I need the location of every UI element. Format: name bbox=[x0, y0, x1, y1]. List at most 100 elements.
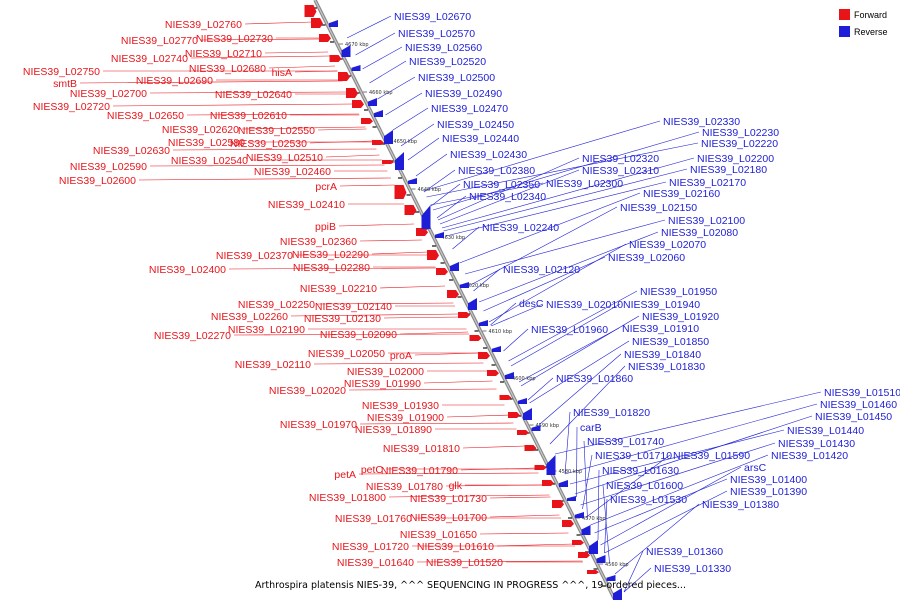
forward-gene-arrow[interactable] bbox=[552, 500, 564, 508]
reverse-gene-arrow[interactable] bbox=[518, 398, 527, 404]
forward-gene-arrow[interactable] bbox=[458, 312, 470, 318]
reverse-gene-arrow[interactable] bbox=[559, 480, 568, 487]
forward-gene-label-nies39-l02710[interactable]: NIES39_L02710 bbox=[185, 48, 262, 60]
reverse-gene-label-nies39-l01460[interactable]: NIES39_L01460 bbox=[820, 399, 897, 411]
reverse-gene-label-nies39-l01710[interactable]: NIES39_L01710 bbox=[595, 450, 672, 462]
forward-gene-arrow[interactable] bbox=[587, 570, 599, 574]
forward-gene-label-nies39-l01780[interactable]: NIES39_L01780 bbox=[366, 481, 443, 493]
reverse-gene-label-nies39-l02430[interactable]: NIES39_L02430 bbox=[450, 149, 527, 161]
reverse-gene-label-nies39-l01400[interactable]: NIES39_L01400 bbox=[730, 474, 807, 486]
forward-gene-arrow[interactable] bbox=[404, 205, 417, 215]
forward-gene-label-nies39-l02610[interactable]: NIES39_L02610 bbox=[210, 110, 287, 122]
forward-gene-label-nies39-l02130[interactable]: NIES39_L02130 bbox=[304, 313, 381, 325]
forward-gene-label-nies39-l02190[interactable]: NIES39_L02190 bbox=[228, 324, 305, 336]
reverse-gene-label-nies39-l01630[interactable]: NIES39_L01630 bbox=[602, 465, 679, 477]
reverse-gene-arrow[interactable] bbox=[368, 98, 377, 106]
reverse-gene-arrow[interactable] bbox=[546, 455, 556, 475]
forward-gene-arrow[interactable] bbox=[487, 370, 499, 376]
forward-gene-label-nies39-l02260[interactable]: NIES39_L02260 bbox=[211, 311, 288, 323]
forward-gene-arrow[interactable] bbox=[319, 34, 331, 42]
forward-gene-label-nies39-l01700[interactable]: NIES39_L01700 bbox=[410, 512, 487, 524]
forward-gene-label-nies39-l02210[interactable]: NIES39_L02210 bbox=[300, 283, 377, 295]
reverse-gene-arrow[interactable] bbox=[606, 575, 616, 581]
reverse-gene-label-nies39-l01600[interactable]: NIES39_L01600 bbox=[606, 480, 683, 492]
reverse-gene-arrow[interactable] bbox=[523, 408, 532, 420]
reverse-gene-label-nies39-l01420[interactable]: NIES39_L01420 bbox=[771, 450, 848, 462]
forward-gene-arrow[interactable] bbox=[372, 140, 384, 145]
reverse-gene-arrow[interactable] bbox=[421, 205, 431, 229]
forward-gene-label-nies39-l01970[interactable]: NIES39_L01970 bbox=[280, 419, 357, 431]
reverse-gene-arrow[interactable] bbox=[395, 152, 404, 170]
forward-gene-label-nies39-l02540[interactable]: NIES39_L02540 bbox=[171, 155, 248, 167]
reverse-gene-arrow[interactable] bbox=[435, 232, 444, 238]
reverse-gene-arrow[interactable] bbox=[329, 20, 338, 27]
reverse-gene-label-nies39-l02310[interactable]: NIES39_L02310 bbox=[582, 165, 659, 177]
forward-gene-arrow[interactable] bbox=[361, 118, 373, 124]
forward-gene-arrow[interactable] bbox=[329, 55, 342, 62]
forward-gene-arrow[interactable] bbox=[447, 290, 459, 298]
forward-gene-label-nies39-l01650[interactable]: NIES39_L01650 bbox=[400, 529, 477, 541]
forward-gene-label-nies39-l02770[interactable]: NIES39_L02770 bbox=[121, 35, 198, 47]
forward-gene-label-nies39-l02000[interactable]: NIES39_L02000 bbox=[347, 366, 424, 378]
reverse-gene-label-nies39-l02570[interactable]: NIES39_L02570 bbox=[398, 28, 475, 40]
forward-gene-arrow[interactable] bbox=[562, 520, 574, 527]
reverse-gene-label-nies39-l01920[interactable]: NIES39_L01920 bbox=[642, 311, 719, 323]
reverse-gene-label-nies39-l02330[interactable]: NIES39_L02330 bbox=[663, 116, 740, 128]
reverse-gene-label-nies39-l02470[interactable]: NIES39_L02470 bbox=[431, 103, 508, 115]
forward-gene-label-nies39-l02680[interactable]: NIES39_L02680 bbox=[189, 63, 266, 75]
reverse-gene-label-nies39-l01330[interactable]: NIES39_L01330 bbox=[654, 563, 731, 575]
forward-gene-label-nies39-l02750[interactable]: NIES39_L02750 bbox=[23, 66, 100, 78]
reverse-gene-label-nies39-l01390[interactable]: NIES39_L01390 bbox=[730, 486, 807, 498]
reverse-gene-label-nies39-l01530[interactable]: NIES39_L01530 bbox=[610, 494, 687, 506]
reverse-gene-label-desc[interactable]: desC bbox=[519, 298, 544, 310]
forward-gene-label-nies39-l01730[interactable]: NIES39_L01730 bbox=[410, 493, 487, 505]
forward-gene-arrow[interactable] bbox=[311, 18, 323, 28]
reverse-gene-label-nies39-l02380[interactable]: NIES39_L02380 bbox=[458, 165, 535, 177]
forward-gene-label-nies39-l01610[interactable]: NIES39_L01610 bbox=[417, 541, 494, 553]
forward-gene-label-ppib[interactable]: ppiB bbox=[315, 221, 336, 233]
forward-gene-label-nies39-l01900[interactable]: NIES39_L01900 bbox=[367, 412, 444, 424]
reverse-gene-arrow[interactable] bbox=[567, 496, 576, 501]
forward-gene-arrow[interactable] bbox=[304, 5, 317, 17]
forward-gene-arrow[interactable] bbox=[534, 465, 547, 470]
forward-gene-label-nies39-l02400[interactable]: NIES39_L02400 bbox=[149, 264, 226, 276]
forward-gene-arrow[interactable] bbox=[508, 412, 520, 418]
reverse-gene-label-nies39-l02240[interactable]: NIES39_L02240 bbox=[482, 222, 559, 234]
forward-gene-label-nies39-l02510[interactable]: NIES39_L02510 bbox=[246, 152, 323, 164]
reverse-gene-label-nies39-l02670[interactable]: NIES39_L02670 bbox=[394, 11, 471, 23]
reverse-gene-label-nies39-l01850[interactable]: NIES39_L01850 bbox=[632, 336, 709, 348]
forward-gene-label-nies39-l01800[interactable]: NIES39_L01800 bbox=[309, 492, 386, 504]
reverse-gene-label-nies39-l02440[interactable]: NIES39_L02440 bbox=[442, 133, 519, 145]
forward-gene-label-nies39-l01760[interactable]: NIES39_L01760 bbox=[335, 513, 412, 525]
reverse-gene-arrow[interactable] bbox=[468, 298, 477, 310]
forward-gene-label-nies39-l02460[interactable]: NIES39_L02460 bbox=[254, 166, 331, 178]
forward-gene-label-smtb[interactable]: smtB bbox=[53, 78, 77, 90]
forward-gene-label-petc[interactable]: petC bbox=[361, 464, 384, 476]
reverse-gene-label-nies39-l01440[interactable]: NIES39_L01440 bbox=[787, 425, 864, 437]
reverse-gene-arrow[interactable] bbox=[384, 130, 393, 144]
reverse-gene-label-nies39-l02520[interactable]: NIES39_L02520 bbox=[409, 56, 486, 68]
forward-gene-arrow[interactable] bbox=[578, 552, 590, 558]
reverse-gene-label-nies39-l02060[interactable]: NIES39_L02060 bbox=[608, 252, 685, 264]
reverse-gene-arrow[interactable] bbox=[492, 346, 501, 352]
reverse-gene-label-nies39-l02160[interactable]: NIES39_L02160 bbox=[643, 188, 720, 200]
forward-gene-label-nies39-l02360[interactable]: NIES39_L02360 bbox=[280, 236, 357, 248]
reverse-gene-label-nies39-l01840[interactable]: NIES39_L01840 bbox=[624, 349, 701, 361]
forward-gene-label-nies39-l01890[interactable]: NIES39_L01890 bbox=[355, 424, 432, 436]
reverse-gene-arrow[interactable] bbox=[408, 178, 417, 184]
reverse-gene-label-nies39-l01360[interactable]: NIES39_L01360 bbox=[646, 546, 723, 558]
forward-gene-label-nies39-l02530[interactable]: NIES39_L02530 bbox=[230, 138, 307, 150]
forward-gene-label-nies39-l02720[interactable]: NIES39_L02720 bbox=[33, 101, 110, 113]
forward-gene-arrow[interactable] bbox=[427, 250, 439, 260]
forward-gene-label-nies39-l01990[interactable]: NIES39_L01990 bbox=[344, 378, 421, 390]
forward-gene-arrow[interactable] bbox=[517, 430, 529, 435]
reverse-gene-arrow[interactable] bbox=[374, 110, 383, 117]
reverse-gene-label-nies39-l01740[interactable]: NIES39_L01740 bbox=[587, 436, 664, 448]
reverse-gene-label-nies39-l02560[interactable]: NIES39_L02560 bbox=[405, 42, 482, 54]
reverse-gene-label-nies39-l02500[interactable]: NIES39_L02500 bbox=[418, 72, 495, 84]
reverse-gene-arrow[interactable] bbox=[505, 372, 514, 379]
reverse-gene-label-nies39-l01860[interactable]: NIES39_L01860 bbox=[556, 373, 633, 385]
forward-gene-arrow[interactable] bbox=[394, 185, 407, 199]
reverse-gene-arrow[interactable] bbox=[341, 45, 351, 57]
reverse-gene-label-nies39-l02200[interactable]: NIES39_L02200 bbox=[697, 153, 774, 165]
